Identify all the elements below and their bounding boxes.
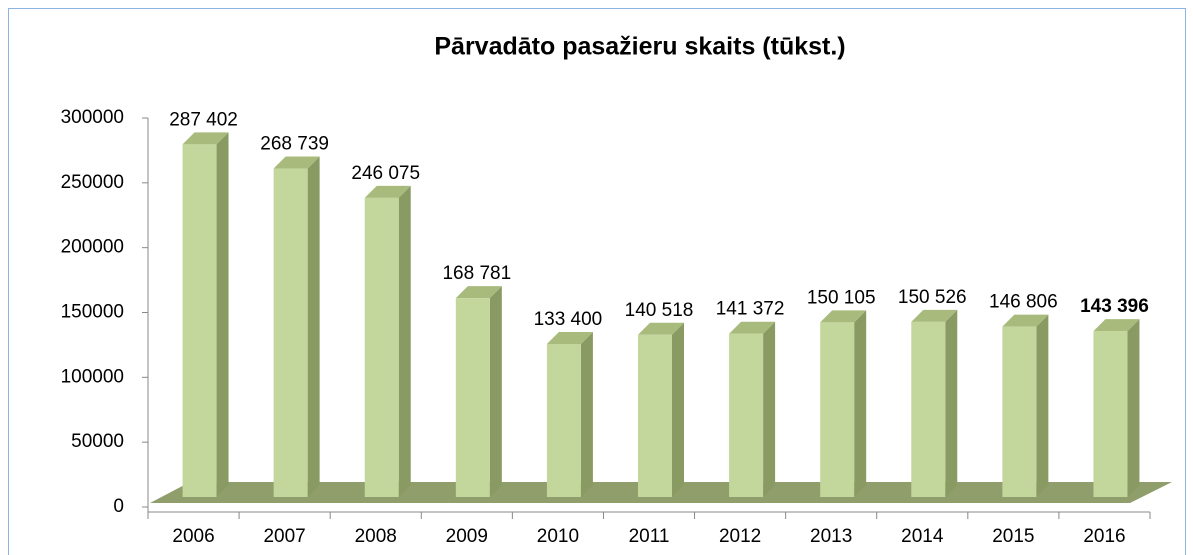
x-tick-label: 2014 <box>901 526 944 547</box>
bar <box>729 321 776 497</box>
y-tick-label: 250000 <box>61 172 124 193</box>
bar-side <box>489 286 502 497</box>
bar <box>820 310 867 497</box>
y-tick-label: 100000 <box>61 366 124 387</box>
x-tick-label: 2007 <box>263 526 305 547</box>
value-label: 150 105 <box>807 287 876 308</box>
x-tick-label: 2013 <box>810 526 852 547</box>
bar-front <box>729 333 764 497</box>
bar-side <box>580 332 593 497</box>
bar <box>638 322 684 497</box>
bar <box>455 286 502 497</box>
bar-top <box>638 322 684 335</box>
bar-top <box>364 185 411 198</box>
y-tick-label: 300000 <box>61 107 124 128</box>
bar-side <box>398 185 411 498</box>
x-tick-label: 2012 <box>719 526 761 547</box>
bar-side <box>854 310 867 497</box>
bar-front <box>638 334 672 497</box>
value-label: 143 396 <box>1080 296 1149 317</box>
bar <box>273 156 320 497</box>
chart-title: Pārvadāto pasažieru skaits (tūkst.) <box>434 33 845 61</box>
bar-side <box>672 322 684 497</box>
value-label: 168 781 <box>442 263 511 284</box>
bar-front <box>1093 331 1128 497</box>
bar-front <box>455 298 490 497</box>
bar-top <box>455 286 502 299</box>
bar-front <box>182 144 217 498</box>
x-tick-label: 2011 <box>629 526 670 547</box>
bar <box>911 309 958 497</box>
bar-top <box>1002 314 1049 327</box>
bar <box>1093 319 1140 497</box>
bar-front <box>820 322 855 497</box>
x-tick-label: 2015 <box>992 526 1034 547</box>
value-label: 141 372 <box>716 299 785 320</box>
bar <box>364 185 411 498</box>
bar-top <box>546 332 593 345</box>
bar <box>546 332 593 497</box>
bar-side <box>307 156 320 497</box>
bar-top <box>911 309 958 322</box>
x-tick-label: 2016 <box>1083 526 1125 547</box>
bar <box>1002 314 1049 497</box>
value-label: 140 518 <box>625 300 694 321</box>
bar-side <box>945 309 958 497</box>
x-tick-label: 2008 <box>355 526 397 547</box>
bar-front <box>1002 326 1037 497</box>
value-label: 146 806 <box>989 292 1058 313</box>
bar-top <box>182 132 229 145</box>
bar-side <box>1127 319 1140 497</box>
y-tick-label: 0 <box>113 496 124 517</box>
y-tick-label: 50000 <box>71 431 124 452</box>
bar-front <box>546 344 581 497</box>
bar-top <box>273 156 320 169</box>
value-label: 133 400 <box>534 309 603 330</box>
bar-top <box>1093 319 1140 332</box>
bar-side <box>1036 314 1049 497</box>
bar-top <box>729 321 776 334</box>
bar <box>182 132 229 498</box>
y-tick-label: 150000 <box>61 302 124 323</box>
value-label: 268 739 <box>260 134 329 155</box>
bar-front <box>911 321 946 497</box>
value-label: 287 402 <box>169 109 238 130</box>
x-tick-label: 2006 <box>172 526 214 547</box>
bar-front <box>364 197 399 498</box>
bar-side <box>216 132 229 498</box>
value-label: 246 075 <box>351 163 420 184</box>
x-tick-label: 2009 <box>446 526 488 547</box>
y-tick-label: 200000 <box>61 237 124 258</box>
bar-front <box>273 168 308 497</box>
x-tick-label: 2010 <box>537 526 579 547</box>
bar-top <box>820 310 867 323</box>
chart-frame <box>8 8 1186 555</box>
bar-side <box>763 321 776 497</box>
value-label: 150 526 <box>898 287 967 308</box>
